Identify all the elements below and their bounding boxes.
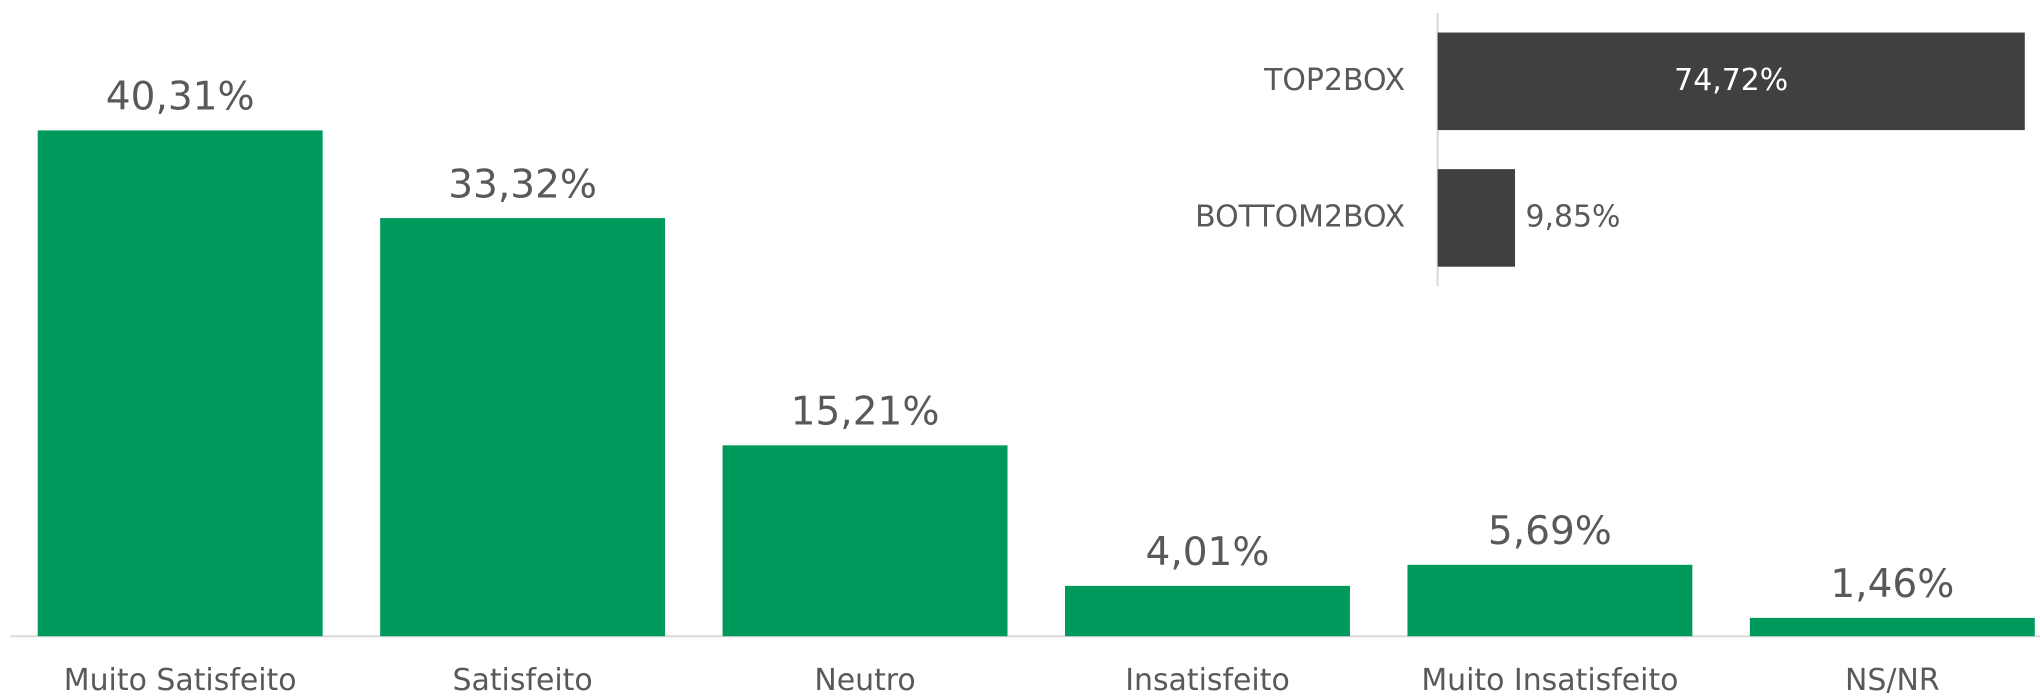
value-label: 15,21% bbox=[791, 390, 940, 435]
y-tick-label: BOTTOM2BOX bbox=[1195, 199, 1405, 234]
value-label: 9,85% bbox=[1525, 199, 1620, 234]
value-label: 40,31% bbox=[106, 75, 255, 120]
value-label: 1,46% bbox=[1830, 562, 1954, 607]
x-tick-label: Satisfeito bbox=[453, 663, 593, 698]
x-tick-label: Neutro bbox=[814, 663, 915, 698]
x-tick-label: NS/NR bbox=[1845, 663, 1940, 698]
bar bbox=[1065, 585, 1350, 637]
bar bbox=[380, 218, 666, 637]
value-label: 5,69% bbox=[1488, 509, 1612, 554]
value-label: 33,32% bbox=[448, 162, 597, 207]
x-tick-label: Muito Insatisfeito bbox=[1421, 663, 1678, 698]
x-tick-label: Muito Satisfeito bbox=[64, 663, 297, 698]
y-tick-label: TOP2BOX bbox=[1263, 63, 1405, 98]
bar bbox=[722, 445, 1008, 637]
bar bbox=[1437, 32, 2025, 131]
bar bbox=[1437, 169, 1516, 267]
bar bbox=[1749, 617, 2035, 637]
bar bbox=[1407, 564, 1693, 637]
value-label: 4,01% bbox=[1146, 530, 1270, 575]
x-tick-label: Insatisfeito bbox=[1125, 663, 1290, 698]
value-label: 74,72% bbox=[1674, 63, 1788, 98]
bar bbox=[37, 130, 323, 637]
